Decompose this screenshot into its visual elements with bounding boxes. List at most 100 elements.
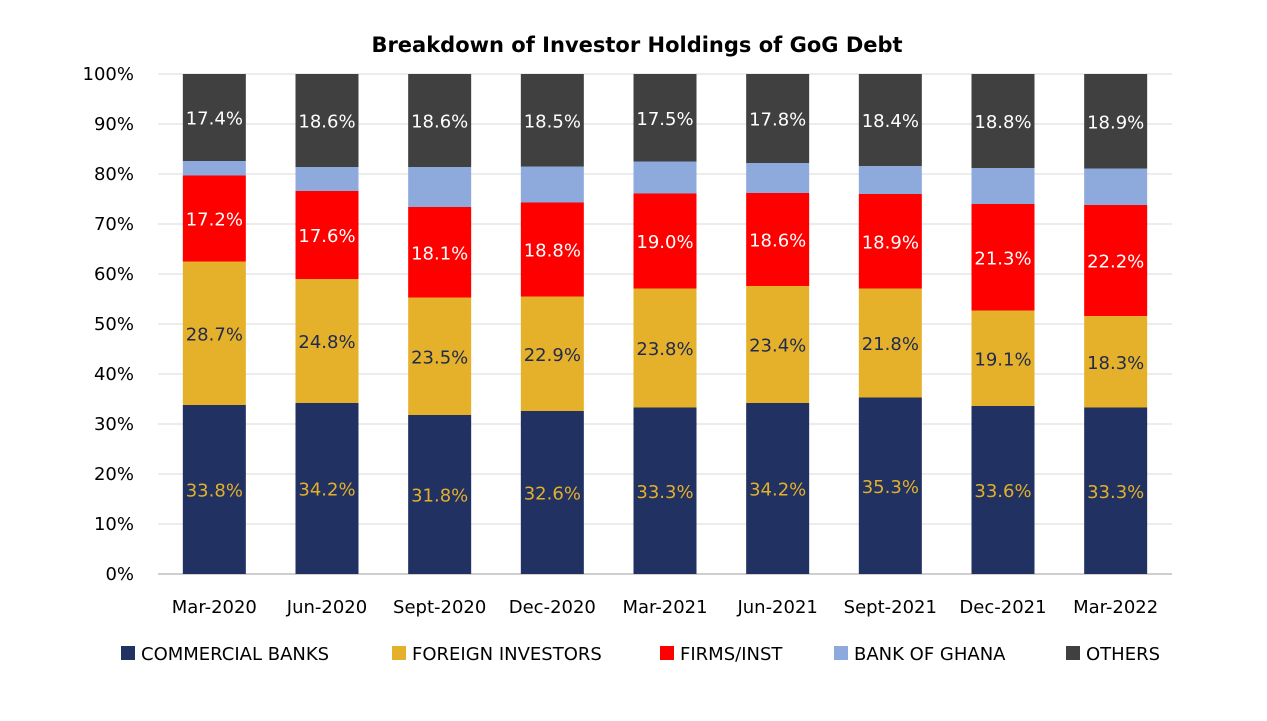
legend-swatch: [660, 646, 674, 660]
data-label: 28.7%: [186, 324, 243, 345]
data-label: 23.5%: [411, 347, 468, 368]
bar-segment: [408, 297, 472, 415]
bar-segment: [1084, 205, 1148, 316]
legend: COMMERCIAL BANKS FOREIGN INVESTORS FIRMS/I…: [121, 644, 1160, 665]
bar-segment: [520, 202, 584, 297]
bar-segment: [633, 407, 697, 574]
legend-item: OTHERS: [1066, 644, 1160, 665]
data-label: 18.8%: [974, 112, 1031, 133]
bar-segment: [520, 296, 584, 411]
bar-segment: [408, 207, 472, 298]
x-axis: Mar-2020 Jun-2020 Sept-2020 Dec-2020 Mar-202…: [172, 597, 1158, 618]
legend-swatch: [834, 646, 848, 660]
data-label: 18.1%: [411, 243, 468, 264]
data-label: 18.6%: [411, 112, 468, 133]
bars: [182, 74, 1148, 574]
y-tick-label: 10%: [94, 514, 134, 535]
x-tick-label: Dec-2020: [509, 597, 596, 618]
bar-segment: [1084, 316, 1148, 408]
y-tick-label: 20%: [94, 464, 134, 485]
bar-segment: [295, 403, 359, 574]
bar-segment: [971, 74, 1035, 168]
data-label: 33.3%: [636, 482, 693, 503]
x-tick-label: Jun-2020: [286, 597, 367, 618]
y-tick-label: 60%: [94, 264, 134, 285]
legend-label: OTHERS: [1086, 644, 1160, 665]
x-tick-label: Dec-2021: [959, 597, 1046, 618]
bar-segment: [746, 74, 810, 163]
bar-segment: [520, 74, 584, 167]
bar-segment: [520, 411, 584, 574]
data-label: 19.1%: [974, 349, 1031, 370]
data-label: 18.9%: [862, 232, 919, 253]
x-tick-label: Mar-2021: [622, 597, 707, 618]
y-axis: 0% 10% 20% 30% 40% 50% 60% 70% 80% 90% 100%: [83, 64, 134, 585]
y-tick-label: 70%: [94, 214, 134, 235]
bar-segment: [182, 405, 246, 574]
legend-swatch: [121, 646, 135, 660]
bar-segment: [971, 168, 1035, 204]
bar-segment: [633, 193, 697, 289]
data-label: 33.8%: [186, 481, 243, 502]
chart-title: Breakdown of Investor Holdings of GoG De…: [371, 33, 902, 57]
bar-segment: [858, 194, 922, 289]
bar-segment: [858, 74, 922, 166]
bar-segment: [858, 397, 922, 574]
bar-segment: [182, 74, 246, 161]
data-label: 18.3%: [1087, 353, 1144, 374]
x-tick-label: Sept-2021: [844, 597, 937, 618]
y-tick-label: 30%: [94, 414, 134, 435]
bar-segment: [633, 161, 697, 194]
y-tick-label: 0%: [105, 564, 134, 585]
x-tick-label: Sept-2020: [393, 597, 486, 618]
bar-segment: [1084, 74, 1148, 169]
legend-item: COMMERCIAL BANKS: [121, 644, 329, 665]
bar-segment: [182, 261, 246, 405]
data-label: 18.5%: [524, 111, 581, 132]
bar-segment: [408, 415, 472, 574]
bar-segment: [971, 310, 1035, 406]
legend-label: COMMERCIAL BANKS: [141, 644, 329, 665]
bar-segment: [971, 204, 1035, 311]
y-tick-label: 50%: [94, 314, 134, 335]
data-label: 18.6%: [298, 112, 355, 133]
data-labels: 33.8% 28.7% 17.2% 17.4% 34.2% 24.8% 17.6% 18.6%…: [186, 109, 1145, 507]
bar-segment: [633, 74, 697, 162]
data-label: 22.9%: [524, 345, 581, 366]
legend-item: FOREIGN INVESTORS: [392, 644, 602, 665]
data-label: 34.2%: [298, 480, 355, 501]
bar-segment: [633, 288, 697, 408]
data-label: 17.4%: [186, 109, 243, 130]
data-label: 23.8%: [636, 339, 693, 360]
bar-segment: [746, 193, 810, 286]
bar-segment: [746, 286, 810, 403]
data-label: 35.3%: [862, 477, 919, 498]
data-label: 31.8%: [411, 486, 468, 507]
legend-item: FIRMS/INST: [660, 644, 783, 665]
data-label: 21.3%: [974, 248, 1031, 269]
bar-segment: [295, 74, 359, 167]
data-label: 34.2%: [749, 480, 806, 501]
legend-swatch: [1066, 646, 1080, 660]
data-label: 17.2%: [186, 210, 243, 231]
bar-segment: [858, 166, 922, 194]
data-label: 18.4%: [862, 111, 919, 132]
data-label: 22.2%: [1087, 252, 1144, 273]
x-tick-label: Mar-2020: [172, 597, 257, 618]
legend-label: BANK OF GHANA: [854, 644, 1006, 665]
legend-label: FOREIGN INVESTORS: [412, 644, 602, 665]
data-label: 33.3%: [1087, 482, 1144, 503]
data-label: 21.8%: [862, 334, 919, 355]
bar-segment: [746, 403, 810, 574]
data-label: 19.0%: [636, 232, 693, 253]
y-tick-label: 100%: [83, 64, 134, 85]
data-label: 18.9%: [1087, 112, 1144, 133]
bar-segment: [182, 175, 246, 262]
bar-segment: [295, 279, 359, 403]
bar-segment: [520, 166, 584, 203]
data-label: 17.6%: [298, 226, 355, 247]
x-tick-label: Jun-2021: [736, 597, 817, 618]
data-label: 18.6%: [749, 231, 806, 252]
